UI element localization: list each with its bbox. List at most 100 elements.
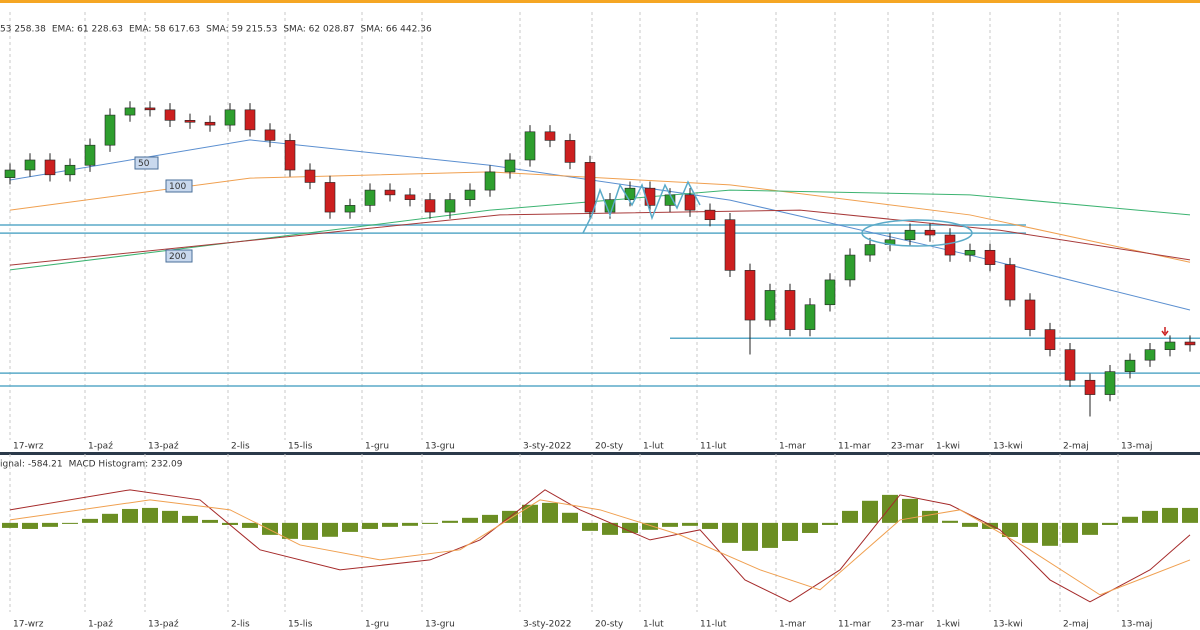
x-tick-label: 15-lis [288, 620, 313, 630]
candle-body [4, 169, 16, 178]
x-tick-label: 1-mar [779, 620, 806, 630]
candle-body [944, 234, 956, 256]
histogram-bar [1142, 510, 1158, 523]
candle-body [924, 229, 936, 236]
x-tick-label: 1-gru [365, 442, 389, 452]
candle-body [1084, 379, 1096, 395]
candle-body [404, 194, 416, 200]
x-tick-label: 15-lis [288, 442, 313, 452]
ma-label-box [134, 156, 159, 170]
candle-body [344, 205, 356, 213]
histogram-bar [982, 522, 998, 529]
x-tick-label: 11-lut [700, 620, 727, 630]
candle-body [604, 199, 616, 213]
ma-label: 200 [169, 252, 186, 262]
legend-entry: SMA: 59 215.53 [206, 25, 277, 35]
x-tick-label: 2-maj [1063, 442, 1089, 452]
top-strip [0, 0, 1200, 3]
histogram-bar [782, 522, 798, 541]
candle-body [364, 189, 376, 206]
indicator-line [9, 489, 1191, 603]
histogram-bar [382, 522, 398, 527]
histogram-bar [802, 522, 818, 533]
legend-entry: SMA: 62 028.87 [283, 25, 354, 35]
histogram-bar [822, 522, 838, 525]
candle-body [264, 129, 276, 141]
candle-body [684, 194, 696, 211]
x-tick-label: 13-maj [1121, 620, 1152, 630]
histogram-bar [302, 522, 318, 540]
candle-body [824, 279, 836, 306]
histogram-bar [222, 522, 238, 525]
histogram-bar [642, 522, 658, 530]
histogram-bar [662, 522, 678, 527]
x-tick-label: 2-maj [1063, 620, 1089, 630]
candle-body [524, 131, 536, 161]
x-tick-label: 1-paź [88, 442, 113, 452]
candle-body [1124, 359, 1136, 372]
x-tick-label: 13-paź [148, 620, 179, 630]
candle-body [804, 304, 816, 330]
candle-body [584, 162, 596, 213]
candle-body [104, 114, 116, 146]
candle-body [44, 159, 56, 176]
histogram-bar [122, 508, 138, 523]
histogram-bar [562, 512, 578, 523]
x-tick-label: 13-gru [425, 620, 455, 630]
histogram-bar [22, 522, 38, 529]
legend-entry: EMA: 58 617.63 [129, 25, 200, 35]
histogram-bar [742, 522, 758, 551]
x-tick-label: 2-lis [231, 620, 250, 630]
candle-body [244, 109, 256, 131]
histogram-bar [442, 520, 458, 523]
histogram-bar [342, 522, 358, 532]
candle-body [424, 199, 436, 213]
candle-body [744, 270, 756, 321]
candle-body [1004, 264, 1016, 301]
x-tick-label: 13-paź [148, 442, 179, 452]
histogram-bar [722, 522, 738, 543]
candle-body [784, 290, 796, 330]
histogram-bar [102, 513, 118, 523]
candle-body [644, 187, 656, 206]
histogram-bar [182, 515, 198, 523]
candle-body [984, 249, 996, 265]
candle-body [864, 244, 876, 256]
legend-entry: EMA: 61 228.63 [52, 25, 123, 35]
ma-label: 50 [138, 159, 150, 169]
candle-body [724, 219, 736, 271]
x-tick-label: 13-kwi [993, 442, 1023, 452]
histogram-bar [842, 510, 858, 523]
candle-body [224, 109, 236, 126]
candle-body [1164, 341, 1176, 350]
pattern-ellipse [861, 219, 973, 247]
legend-entry: 53 258.38 [0, 25, 46, 35]
x-tick-label: 2-lis [231, 442, 250, 452]
histogram-bar [762, 522, 778, 548]
candle-body [704, 209, 716, 221]
candle-body [484, 171, 496, 191]
histogram-bar [202, 519, 218, 523]
candle-body [564, 140, 576, 163]
histogram-bar [622, 522, 638, 533]
indicator-line [9, 499, 1191, 596]
legend-entry: MACD Histogram: 232.09 [69, 460, 183, 470]
candle-body [504, 159, 516, 173]
candle-body [124, 107, 136, 116]
candle-body [444, 199, 456, 213]
histogram-bar [322, 522, 338, 537]
histogram-bar [242, 522, 258, 528]
signal-arrow [1161, 327, 1169, 337]
candle-body [84, 144, 96, 166]
panel-divider [0, 452, 1200, 455]
candle-body [964, 249, 976, 256]
histogram-bar [862, 500, 878, 523]
x-tick-label: 11-lut [700, 442, 727, 452]
ma-label-box [165, 249, 193, 263]
pattern-zigzag [582, 180, 701, 234]
histogram-bar [142, 507, 158, 523]
annotations [582, 180, 1169, 337]
indicator-line [9, 209, 1191, 266]
candle-body [904, 229, 916, 241]
